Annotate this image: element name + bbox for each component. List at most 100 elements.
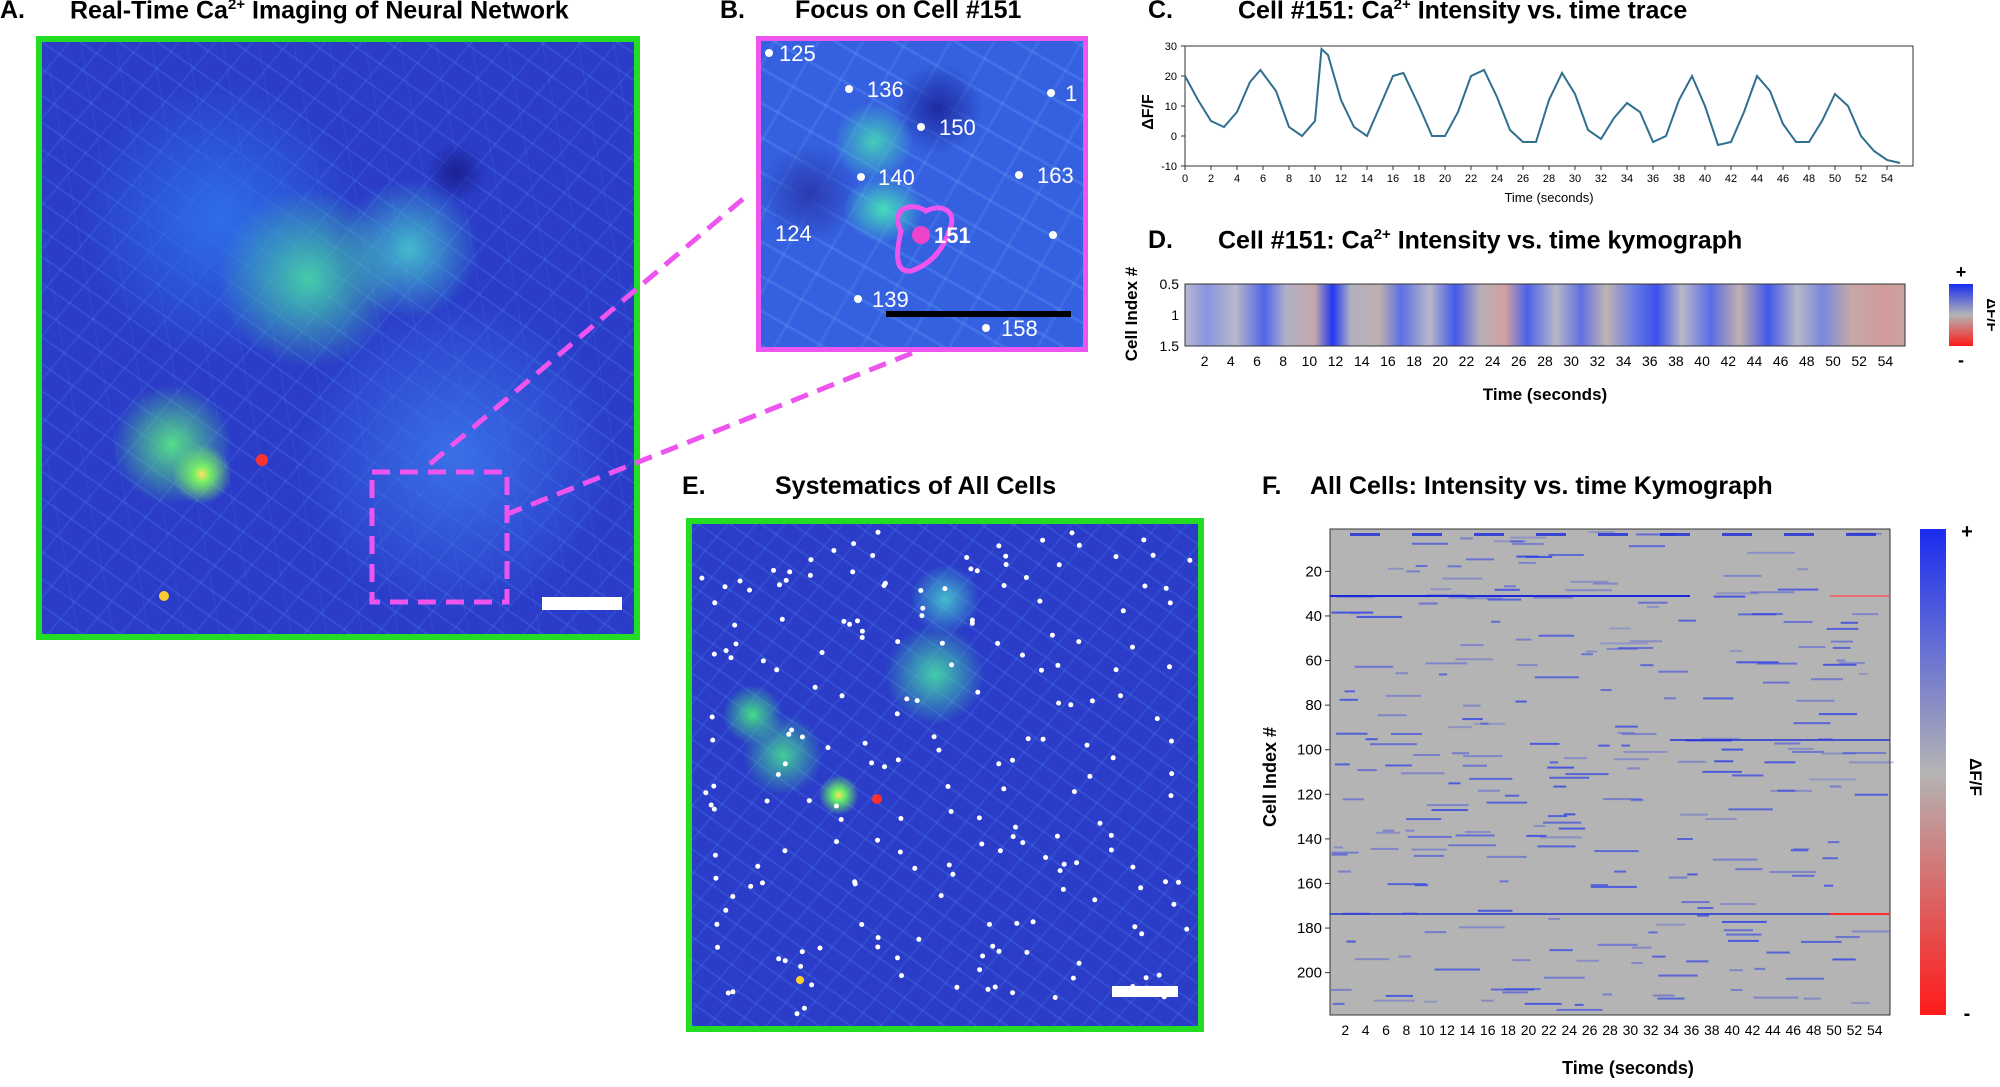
kymo-f-streak [1486,801,1527,804]
cell-label-151: 151 [934,223,971,248]
cell-marker-dot [1043,855,1049,860]
kymo-f-streak [1792,874,1815,877]
kymo-f-streak [1754,967,1766,970]
kymo-f-streak [1411,542,1449,545]
kymo-f-streak [1466,597,1503,600]
kymo-d-xtick-label: 40 [1694,353,1710,369]
kymo-f-streak [1594,850,1639,853]
cell-marker-dot [1130,644,1135,650]
kymo-f-streak [1600,689,1612,692]
kymo-d-xtick-label: 16 [1380,353,1396,369]
kymo-f-streak [1677,838,1693,841]
panel-d-title-sup: 2+ [1373,226,1391,243]
trace-xtick-label: 28 [1543,173,1555,185]
kymo-f-streak [1512,959,1531,962]
kymo-f-streak [1499,880,1509,883]
cell-151-outline [895,204,955,274]
kymo-f-streak [1657,997,1685,1000]
bright-cell-a2 [159,591,169,601]
kymo-f-streak [1411,848,1447,851]
cell-marker-dot [1023,575,1029,580]
kymo-f-streak [1793,722,1831,725]
kymo-f-streak [1543,976,1585,979]
kymo-f-streak [1462,704,1481,707]
cell-marker-dot [875,944,881,950]
cell-marker-dot [1156,972,1162,978]
cell-marker-dot [1074,860,1080,866]
cell-marker-dot [942,586,948,592]
kymo-f-ytick-label: 160 [1297,875,1322,892]
kymo-f-streak [1664,697,1676,700]
cell-marker-dot [817,945,823,951]
kymo-f-streak [1354,958,1390,961]
kymo-f-streak [1712,858,1758,861]
trace-xtick-label: 52 [1855,173,1867,185]
cell-marker-dot [771,567,776,573]
kymo-f-streak [1728,939,1759,942]
kymo-f-streak [1798,646,1826,649]
kymo-f-streak [1835,936,1860,939]
cell-marker-dot [1076,639,1082,645]
kymo-f-xtick-label: 20 [1521,1022,1537,1038]
kymo-f-streak [1460,644,1484,647]
kymo-f-streak [1339,698,1359,701]
kymo-f-streak-top [1846,533,1876,536]
kymo-f-colorbar-plus: + [1961,521,1973,543]
cell-marker-dot [997,848,1003,854]
kymo-f-xtick-label: 50 [1826,1022,1842,1038]
kymo-f-streak [1516,555,1539,558]
kymo-f-streak [1777,588,1819,591]
cell-marker-dot [1055,662,1061,668]
kymo-d-xtick-label: 46 [1773,353,1789,369]
cell-marker-dot [996,948,1002,954]
cell-marker-dot [859,628,865,634]
trace-xtick-label: 4 [1234,173,1240,185]
kymo-f-streak [1811,678,1844,681]
kymo-d-xlabel: Time (seconds) [1483,385,1607,404]
cell-marker-dot [733,641,739,647]
cell-marker-dot [1108,847,1114,853]
cell-marker-dot [1150,552,1156,558]
kymo-f-streak-long [1670,739,1890,741]
kymo-f-streak [1516,664,1538,667]
cell-marker-dot [968,566,974,572]
kymo-f-streak [1540,836,1582,839]
kymo-d-ytick-label: 1.5 [1160,338,1180,354]
kymo-f-streak [1618,646,1654,649]
cell-marker-dot [1167,600,1173,606]
kymo-f-streak [1729,650,1743,653]
cell-marker-dot [712,852,718,858]
kymo-f-xtick-label: 46 [1785,1022,1801,1038]
kymo-f-xtick-label: 44 [1765,1022,1781,1038]
kymo-f-streak [1515,700,1527,703]
kymo-f-streak-top [1350,533,1380,536]
kymo-f-streak [1385,994,1413,997]
cell-marker-dot [786,731,792,737]
kymo-d-xtick-label: 4 [1227,353,1235,369]
kymo-d-xtick-label: 2 [1201,353,1209,369]
cell-marker-dot [895,955,900,961]
kymo-f-streak-long [1330,913,1890,915]
panel-a-title-sup: 2+ [227,0,246,13]
cell-marker-dot [1010,990,1016,996]
cell-marker-dot [1060,886,1066,892]
kymo-f-xtick-label: 2 [1341,1022,1349,1038]
cell-marker-dot [1168,793,1174,799]
panel-c-title-pre: Cell #151: Ca [1238,0,1394,25]
kymo-f-streak [1598,744,1610,747]
kymo-f-colorbar-label: ΔF/F [1966,758,1985,796]
kymo-f-streak [1593,582,1618,585]
trace-xtick-label: 6 [1260,173,1266,185]
cell-marker-dot [990,943,996,949]
kymo-f-streak [1455,658,1494,661]
kymo-f-streak [1533,596,1573,599]
kymo-f-streak [1400,772,1445,775]
kymo-f-ytick-label: 80 [1305,697,1322,714]
kymo-f-streak [1680,813,1708,816]
cell-marker-dot [819,650,825,655]
kymo-f-streak [1790,849,1809,852]
cell-marker-dot [1169,771,1175,777]
kymo-f-xtick-label: 6 [1382,1022,1390,1038]
kymo-f-streak [1385,694,1422,697]
cell-marker-dot [782,761,788,767]
